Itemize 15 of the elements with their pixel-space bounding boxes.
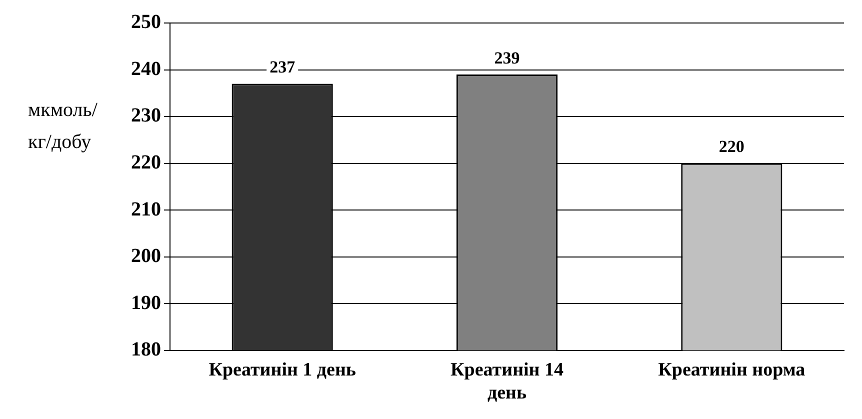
y-tick-label: 240 [131, 58, 161, 80]
x-tick-label: Креатинін норма [658, 360, 806, 381]
data-label: 220 [718, 137, 744, 156]
y-tick-label: 190 [131, 292, 161, 314]
y-tick-label: 220 [131, 151, 161, 174]
y-tick-label: 250 [131, 11, 161, 34]
y-tick-label: 200 [131, 245, 161, 268]
data-label: 239 [494, 48, 520, 68]
y-axis-title: мкмоль/ кг/добу [28, 98, 98, 155]
data-label: 237 [270, 58, 296, 77]
y-tick-label: 180 [131, 338, 161, 361]
x-tick-label: Креатинін 14 день [450, 360, 564, 404]
x-tick-label: Креатинін 1 день [208, 360, 356, 381]
y-tick-label: 230 [131, 104, 161, 127]
y-tick-label: 210 [131, 198, 161, 220]
